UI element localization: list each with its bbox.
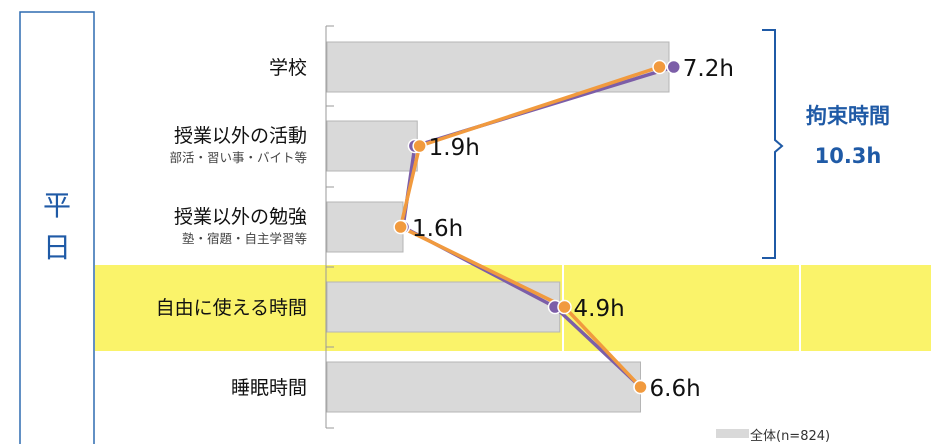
bar (326, 120, 418, 172)
legend: 全体(n=824) (716, 428, 830, 444)
category-label: 学校 (269, 57, 307, 79)
series-point-orange (557, 299, 572, 315)
day-label-2: 日 (43, 231, 71, 264)
bar (326, 361, 641, 413)
constraint-bracket: 拘束時間 10.3h (762, 29, 890, 259)
value-label: 4.9h (574, 296, 625, 322)
series-point-orange (652, 59, 667, 75)
value-label: 1.6h (412, 216, 463, 242)
series-point-purple (666, 59, 681, 75)
day-panel: 平 日 (19, 11, 95, 444)
value-label: 1.9h (429, 135, 480, 161)
category-label: 授業以外の勉強 (174, 206, 307, 228)
value-label: 6.6h (650, 376, 701, 402)
category-sublabel: 塾・宿題・自主学習等 (182, 231, 307, 246)
series-point-orange (412, 138, 427, 154)
value-label: 7.2h (683, 56, 734, 82)
legend-label: 全体(n=824) (750, 428, 830, 444)
category-label: 睡眠時間 (231, 377, 307, 399)
bracket-value: 10.3h (815, 144, 882, 168)
bracket-title: 拘束時間 (806, 104, 890, 128)
category-sublabel: 部活・習い事・バイト等 (169, 150, 307, 165)
legend-swatch (716, 429, 749, 438)
category-label: 授業以外の活動 (174, 125, 307, 147)
series-point-orange (393, 219, 408, 235)
series-point-orange (633, 379, 648, 395)
day-label-1: 平 (43, 189, 71, 222)
day-panel-border (19, 11, 95, 444)
bracket-line (762, 29, 784, 259)
bar (326, 201, 404, 253)
category-label: 自由に使える時間 (156, 297, 307, 319)
